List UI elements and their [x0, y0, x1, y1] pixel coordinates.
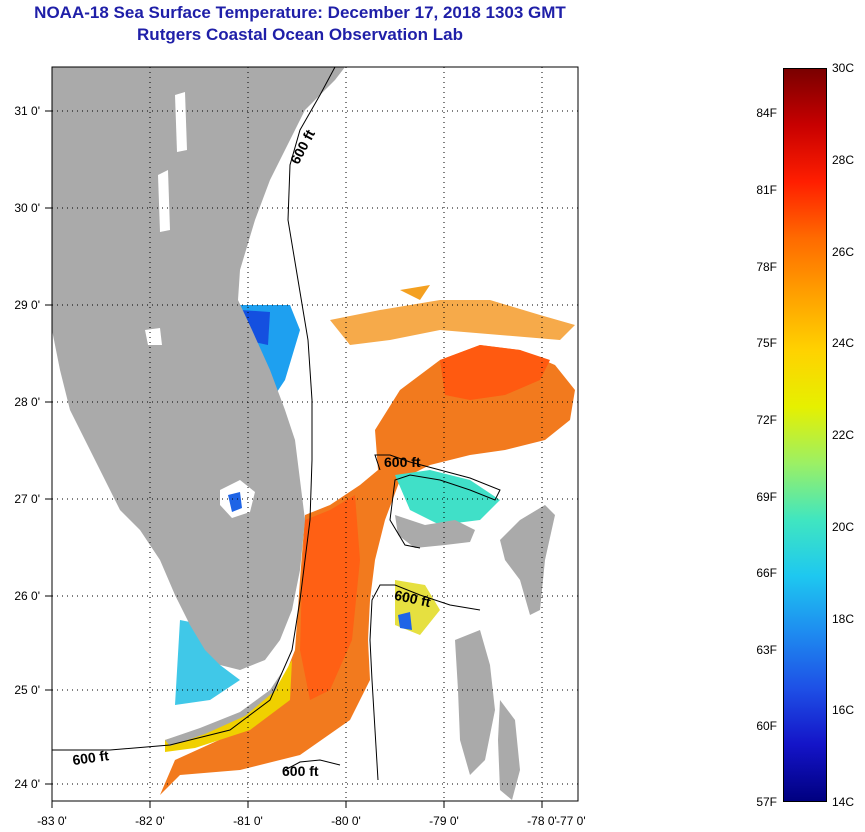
colorbar-f-label: 78F — [756, 260, 777, 274]
map-subtitle: Rutgers Coastal Ocean Observation Lab — [137, 25, 463, 44]
colorbar-c-label: 30C — [832, 61, 855, 75]
lon-label: -77 0' — [556, 814, 586, 828]
lat-label: 28 0' — [14, 395, 40, 409]
colorbar-c-label: 24C — [832, 336, 855, 350]
lon-label: -83 0' — [37, 814, 67, 828]
colorbar-f-label: 66F — [756, 566, 777, 580]
lat-label: 25 0' — [14, 683, 40, 697]
longitude-labels: -83 0' -82 0' -81 0' -80 0' -79 0' -78 0… — [37, 814, 585, 828]
lat-label: 27 0' — [14, 492, 40, 506]
contour-label-bahamas: 600 ft — [393, 587, 432, 610]
lon-label: -82 0' — [135, 814, 165, 828]
colorbar-c-label: 22C — [832, 428, 855, 442]
temperature-colorbar — [783, 68, 827, 802]
lat-label: 30 0' — [14, 201, 40, 215]
colorbar-c-label: 26C — [832, 245, 855, 259]
lat-label: 29 0' — [14, 298, 40, 312]
colorbar-c-label: 18C — [832, 612, 855, 626]
contour-label-keys: 600 ft — [71, 747, 110, 768]
lat-label: 24 0' — [14, 777, 40, 791]
map-title: NOAA-18 Sea Surface Temperature: Decembe… — [34, 3, 566, 22]
contour-label-south: 600 ft — [282, 763, 319, 779]
map-border — [51, 66, 579, 802]
lon-label: -79 0' — [429, 814, 459, 828]
colorbar-c-label: 20C — [832, 520, 855, 534]
colorbar-f-label: 63F — [756, 643, 777, 657]
colorbar-f-label: 81F — [756, 183, 777, 197]
land — [52, 67, 555, 800]
lon-label: -80 0' — [331, 814, 361, 828]
colorbar-f-label: 69F — [756, 490, 777, 504]
colorbar-c-label: 28C — [832, 153, 855, 167]
colorbar-f-label: 84F — [756, 106, 777, 120]
lon-label: -81 0' — [233, 814, 263, 828]
colorbar-f-label: 75F — [756, 336, 777, 350]
latitude-labels: 31 0' 30 0' 29 0' 28 0' 27 0' 26 0' 25 0… — [14, 104, 40, 791]
lon-label: -78 0' — [527, 814, 557, 828]
axis-ticks — [45, 110, 543, 808]
lat-label: 31 0' — [14, 104, 40, 118]
colorbar-c-label: 14C — [832, 795, 855, 809]
colorbar-f-label: 60F — [756, 719, 777, 733]
lat-label: 26 0' — [14, 589, 40, 603]
colorbar-c-label: 16C — [832, 703, 855, 717]
colorbar-f-label: 72F — [756, 413, 777, 427]
isobath-600ft — [52, 66, 501, 781]
contour-label-grand-bahama: 600 ft — [384, 454, 421, 470]
colorbar-f-label: 57F — [756, 795, 777, 809]
sst-warm-water — [160, 285, 575, 795]
